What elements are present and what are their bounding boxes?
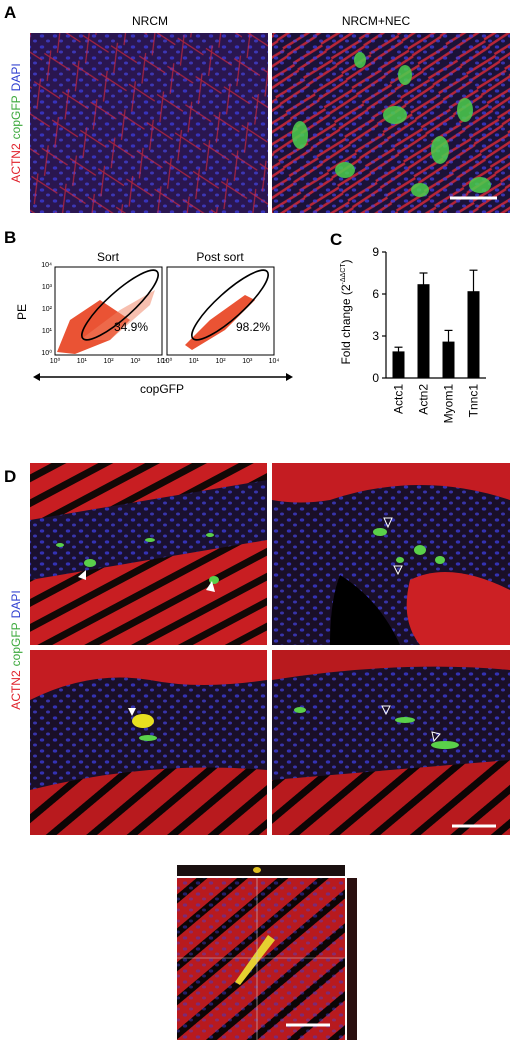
x-tick-label: 10²	[215, 358, 226, 365]
micrograph	[272, 650, 510, 835]
x-tick-label: 10¹	[77, 358, 88, 365]
micrograph	[272, 463, 510, 645]
micrograph	[30, 33, 268, 213]
gate-percent: 98.2%	[236, 320, 270, 334]
x-tick-label: 10⁰	[162, 357, 173, 365]
x-tick-label: Myom1	[442, 384, 456, 424]
axis-arrow	[33, 373, 293, 381]
micrograph	[177, 865, 357, 1040]
stain-dapi: DAPI	[9, 590, 23, 618]
x-tick-label: 10³	[130, 358, 141, 365]
stain-label: ACTN2 copGFP DAPI	[9, 63, 23, 182]
y-tick-label: 9	[372, 245, 379, 259]
gate-percent: 34.9%	[114, 320, 148, 334]
y-tick-label: 3	[372, 329, 379, 343]
stain-actn2: ACTN2	[9, 143, 23, 183]
x-tick-label: 10¹	[189, 358, 200, 365]
plot-title: Sort	[97, 250, 120, 264]
y-tick-label: 10³	[42, 284, 53, 291]
flow-plot	[54, 266, 163, 356]
micrograph	[30, 650, 267, 835]
error-bar	[419, 272, 428, 296]
x-tick-label: 10⁴	[269, 358, 280, 365]
x-tick-label: 10⁴	[157, 358, 168, 365]
stain-dapi: DAPI	[9, 63, 23, 91]
bar	[467, 291, 480, 378]
y-label-end: )	[339, 259, 353, 263]
image-title: NRCM+NEC	[342, 14, 411, 28]
y-tick-label: 10²	[42, 306, 53, 313]
y-tick-label: 10⁰	[41, 349, 52, 357]
x-tick-label: 10⁰	[50, 357, 61, 365]
y-axis-label: PE	[15, 304, 29, 320]
x-tick-label: Actn2	[417, 384, 431, 415]
bar-chart: 0 3 6 9 Actc1 Actn2 Myom1 Tnnc1	[372, 245, 486, 423]
y-tick-label: 6	[372, 287, 379, 301]
stain-label: ACTN2 copGFP DAPI	[9, 590, 23, 709]
y-tick-label: 10¹	[42, 328, 53, 335]
error-bar	[444, 329, 453, 354]
stain-actn2: ACTN2	[9, 670, 23, 710]
y-axis-label: Fold change (2-ΔΔCT)	[339, 259, 353, 364]
micrograph	[30, 463, 267, 645]
x-axis-label: copGFP	[140, 382, 184, 396]
y-tick-label: 10⁴	[41, 262, 52, 269]
flow-plot	[166, 266, 275, 356]
y-label-text: Fold change (2	[339, 284, 353, 364]
error-bar	[469, 269, 478, 313]
panel-letter: B	[4, 228, 16, 247]
image-title: NRCM	[132, 14, 168, 28]
bar	[392, 351, 405, 378]
error-bar	[394, 346, 403, 357]
bar	[442, 341, 455, 378]
bar	[417, 284, 430, 378]
x-tick-label: Tnnc1	[467, 384, 481, 418]
y-label-sup: -ΔΔCT	[340, 263, 347, 285]
plot-title: Post sort	[196, 250, 244, 264]
panel-letter: D	[4, 467, 16, 486]
stain-copgfp: copGFP	[9, 622, 23, 666]
panel-letter: C	[330, 230, 342, 249]
panel-letter: A	[4, 3, 16, 22]
x-tick-label: 10³	[242, 358, 253, 365]
y-tick-label: 0	[372, 371, 379, 385]
x-tick-label: 10²	[103, 358, 114, 365]
micrograph	[272, 33, 510, 213]
x-tick-label: Actc1	[392, 384, 406, 414]
stain-copgfp: copGFP	[9, 95, 23, 139]
